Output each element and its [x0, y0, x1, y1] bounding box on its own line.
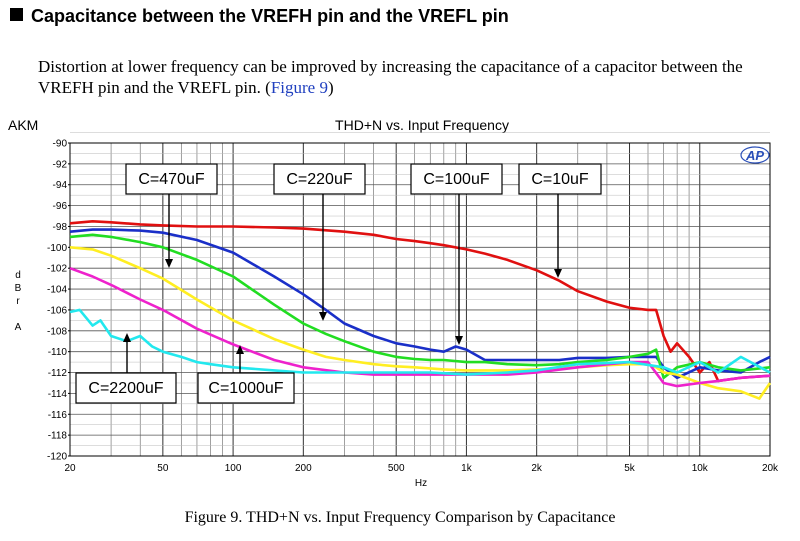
annotation-box — [125, 163, 218, 195]
annotation-arrow-head — [554, 269, 562, 278]
x-tick-label: 20k — [762, 463, 779, 474]
x-tick-label: 2k — [531, 463, 543, 474]
ap-logo-ring — [740, 146, 770, 164]
y-tick-label: -90 — [53, 139, 68, 150]
y-ticks: -90 -92 -94 -96 -98 -100 -102 -104 -106 -108 -110 -… — [47, 139, 70, 463]
section-heading: Capacitance between the VREFH pin and th… — [10, 6, 509, 27]
annotation-box — [273, 163, 366, 195]
paragraph-close: ) — [327, 78, 334, 97]
annotation-arrow-head — [236, 345, 244, 354]
annotation-label: C=10uF — [531, 171, 589, 188]
y-axis-label-char: d — [15, 270, 21, 281]
annotation-label: C=1000uF — [208, 380, 283, 397]
x-tick-label: 20 — [64, 463, 76, 474]
figure-link[interactable]: Figure 9 — [270, 78, 328, 97]
y-tick-label: -104 — [47, 285, 67, 296]
bullet-square-icon — [10, 8, 23, 21]
y-tick-label: -116 — [48, 410, 68, 421]
ap-logo: AP — [740, 146, 770, 164]
y-tick-label: -98 — [53, 222, 68, 233]
annotation-arrow-head — [123, 333, 131, 342]
y-tick-label: -94 — [53, 180, 68, 191]
y-tick-label: -110 — [48, 347, 68, 358]
y-tick-label: -120 — [47, 452, 67, 463]
y-tick-label: -92 — [53, 159, 68, 170]
annotation-box — [518, 163, 602, 195]
series-line-c-10uf — [69, 220, 771, 383]
y-axis-label: dBr A — [15, 270, 22, 333]
x-tick-label: 500 — [388, 463, 405, 474]
ap-logo-text: AP — [745, 148, 764, 163]
y-axis-label-char: A — [15, 322, 22, 333]
y-tick-label: -114 — [48, 389, 68, 400]
section-heading-text: Capacitance between the VREFH pin and th… — [31, 6, 509, 26]
x-tick-label: 1k — [461, 463, 473, 474]
y-tick-label: -102 — [47, 264, 67, 275]
description-paragraph: Distortion at lower frequency can be imp… — [38, 56, 783, 98]
series-line-c-470uf — [69, 246, 772, 400]
series-line-c-2200uf — [69, 308, 771, 376]
x-tick-label: 200 — [295, 463, 312, 474]
paragraph-text: Distortion at lower frequency can be imp… — [38, 57, 743, 97]
annotation-arrow-head — [165, 259, 173, 268]
x-tick-label: 10k — [692, 463, 709, 474]
chart-title: THD+N vs. Input Frequency — [335, 117, 509, 133]
brand-label: AKM — [8, 117, 38, 133]
annotation-box — [197, 372, 295, 404]
annotation-arrow-head — [319, 312, 327, 321]
y-tick-label: -118 — [48, 431, 68, 442]
y-tick-label: -96 — [53, 201, 68, 212]
y-tick-label: -108 — [47, 326, 67, 337]
series-line-c-1000uf — [69, 266, 771, 388]
x-axis-label: Hz — [415, 478, 427, 489]
y-tick-label: -106 — [47, 305, 67, 316]
annotation-arrow-head — [455, 336, 463, 345]
y-axis-label-char: r — [16, 296, 20, 307]
annotation-box — [75, 372, 177, 404]
x-tick-label: 100 — [225, 463, 242, 474]
figure-caption: Figure 9. THD+N vs. Input Frequency Comp… — [184, 509, 616, 526]
y-axis-label-char: B — [15, 283, 22, 294]
x-tick-label: 50 — [157, 463, 169, 474]
x-tick-label: 5k — [624, 463, 636, 474]
y-tick-label: -100 — [47, 243, 67, 254]
series-lines — [69, 220, 772, 400]
plot-frame — [69, 142, 771, 457]
x-ticks: 20 50 100 200 500 1k 2k 5k 10k 20k — [64, 463, 779, 474]
annotation-box — [410, 163, 503, 195]
y-tick-label: -112 — [48, 368, 68, 379]
annotation-label: C=220uF — [286, 171, 352, 188]
annotation-label: C=470uF — [138, 171, 204, 188]
annotation-label: C=100uF — [423, 171, 489, 188]
annotation-label: C=2200uF — [88, 380, 163, 397]
annotations: C=470uF C=220uF C=100uF C=10uF C=2200uF C=100… — [75, 163, 602, 404]
